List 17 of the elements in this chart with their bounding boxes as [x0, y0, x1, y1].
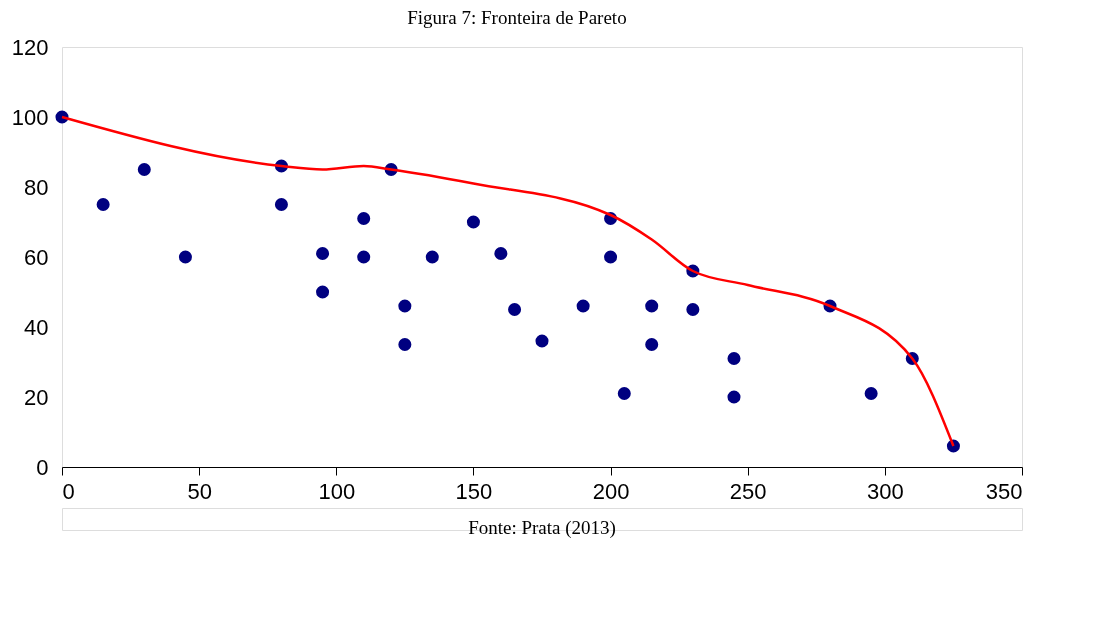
x-tick-label: 150 — [455, 478, 493, 504]
x-tick-label: 200 — [592, 478, 630, 504]
y-tick-label: 120 — [11, 34, 49, 60]
y-tick-label: 60 — [24, 244, 49, 270]
x-tick-label: 100 — [318, 478, 356, 504]
source-note: Fonte: Prata (2013) — [468, 517, 616, 539]
y-tick-label: 40 — [24, 314, 49, 340]
x-tick-label: 0 — [62, 478, 75, 504]
y-tick-label: 100 — [11, 104, 49, 130]
x-tick-label: 300 — [867, 478, 904, 504]
x-tick-label: 250 — [729, 478, 767, 504]
y-tick-label: 0 — [36, 454, 49, 480]
y-tick-label: 80 — [24, 174, 49, 200]
x-tick-label: 50 — [187, 478, 212, 504]
x-tick-label: 350 — [985, 478, 1023, 504]
chart-title: Figura 7: Fronteira de Pareto — [407, 6, 627, 28]
y-tick-label: 20 — [24, 384, 49, 410]
